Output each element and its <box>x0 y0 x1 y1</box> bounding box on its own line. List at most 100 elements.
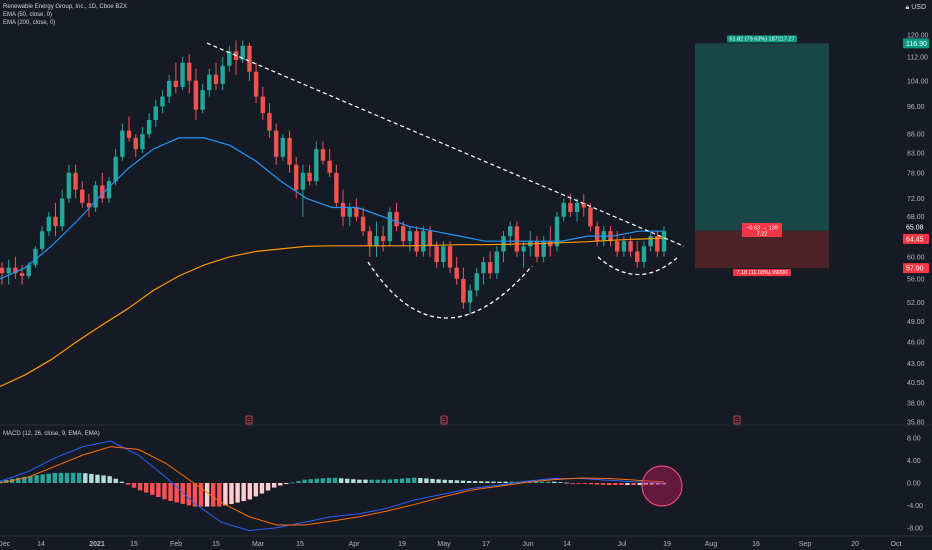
candle-body <box>53 216 58 227</box>
stop-price-tag-bg <box>903 263 929 274</box>
candle-body <box>280 137 286 157</box>
candle-body <box>648 236 653 247</box>
symbol-legend[interactable]: Renewable Energy Group, Inc., 1D, Cboe B… <box>3 4 128 10</box>
macd-bar <box>424 478 429 483</box>
macd-bar <box>156 483 161 498</box>
macd-bar <box>296 481 301 483</box>
macd-bar <box>393 479 399 483</box>
candle-body <box>267 113 272 131</box>
earnings-marker-label: E <box>247 419 251 425</box>
candle-body <box>434 246 439 263</box>
time-axis-label: 15 <box>130 541 138 548</box>
candle-body <box>66 172 72 199</box>
macd-bar <box>430 478 435 483</box>
stop-label-group: 7.18 (11.03%) 99000 <box>733 269 791 277</box>
ema50-legend[interactable]: EMA (50, close, 0) <box>3 12 53 18</box>
macd-bar <box>326 477 332 483</box>
candle-body <box>0 267 5 274</box>
candle-body <box>561 202 566 217</box>
candle-body <box>160 96 165 107</box>
target-label-group: 51.82 (79.63%) 187217.27 <box>727 35 797 43</box>
target-label: 51.82 (79.63%) 187217.27 <box>729 36 794 42</box>
signal-line <box>0 446 665 526</box>
macd-bar <box>308 479 313 483</box>
macd-axis-tick: 8.00 <box>907 436 921 443</box>
candle-body <box>621 241 627 252</box>
macd-bar <box>485 481 490 483</box>
macd-bar <box>552 481 557 483</box>
macd-legend[interactable]: MACD (12, 26, close, 9, EMA, EMA) <box>3 431 100 437</box>
target-label-bg <box>727 35 797 43</box>
macd-bar <box>204 483 210 507</box>
currency-selector[interactable]: 🔒︎ USD <box>906 4 926 12</box>
candle-body <box>113 156 118 182</box>
descending-trendline <box>206 42 685 247</box>
candle-body <box>180 62 185 87</box>
ema50-line <box>0 137 664 280</box>
macd-bar <box>89 473 94 483</box>
candle-body <box>320 149 326 161</box>
candle-body <box>273 130 279 157</box>
macd-bar <box>503 481 508 483</box>
time-axis-label: 15 <box>212 541 220 548</box>
candle-body <box>140 134 145 150</box>
macd-axis-tick: 0.00 <box>907 481 921 488</box>
earnings-marker-box <box>440 415 448 425</box>
candle-body <box>227 51 232 66</box>
time-axis-label: 19 <box>398 541 406 548</box>
macd-bar <box>539 481 545 483</box>
price-axis-tick: 60.00 <box>907 254 925 261</box>
time-axis-label: Sep <box>799 541 812 548</box>
candle-body <box>635 251 640 263</box>
candle-body <box>554 216 560 247</box>
macd-bar <box>198 483 204 507</box>
macd-bar <box>162 483 167 500</box>
macd-bar <box>570 483 575 484</box>
macd-bar <box>192 483 198 507</box>
macd-bar <box>418 478 423 483</box>
current-price-tag-bg <box>903 221 929 232</box>
lock-icon: 🔒︎ <box>905 4 910 11</box>
macd-bar <box>351 479 356 483</box>
macd-bar <box>345 478 350 483</box>
candle-body <box>541 241 546 257</box>
candle-body <box>187 62 192 81</box>
earnings-marker-box <box>245 415 253 425</box>
candle-body <box>120 130 125 157</box>
macd-bar <box>619 483 624 486</box>
macd-bar <box>546 481 551 483</box>
candle-body <box>73 172 78 190</box>
target-price-tag-group: 116.90 <box>903 38 929 49</box>
macd-bar <box>101 475 106 483</box>
macd-bar <box>113 478 118 483</box>
macd-bar <box>265 483 271 491</box>
macd-bar <box>217 483 222 507</box>
macd-bar <box>509 481 514 483</box>
macd-bar <box>211 483 216 507</box>
candle-body <box>327 160 332 173</box>
ema50-price-tag-bg <box>903 233 929 244</box>
macd-bar <box>22 476 27 483</box>
current-price-tag-group: 65.08 <box>903 221 929 232</box>
macd-bar <box>290 482 295 484</box>
macd-bar <box>497 481 502 483</box>
stop-label-bg <box>733 269 791 277</box>
candle-body <box>581 202 586 208</box>
macd-bar <box>594 483 600 485</box>
candle-body <box>655 236 660 252</box>
time-axis-label: Aug <box>705 541 718 548</box>
candle-body <box>360 216 366 232</box>
ema200-legend[interactable]: EMA (200, close, 0) <box>3 20 56 26</box>
earnings-marker: E <box>733 415 741 425</box>
candle-body <box>521 246 526 252</box>
ema200-line <box>0 237 665 388</box>
candle-body <box>588 207 593 227</box>
macd-bar <box>436 479 441 483</box>
loss-zone <box>695 230 829 269</box>
macd-bar <box>655 483 661 485</box>
candle-body <box>628 241 633 252</box>
candle-body <box>314 149 319 182</box>
price-axis-tick: 83.00 <box>907 150 925 157</box>
